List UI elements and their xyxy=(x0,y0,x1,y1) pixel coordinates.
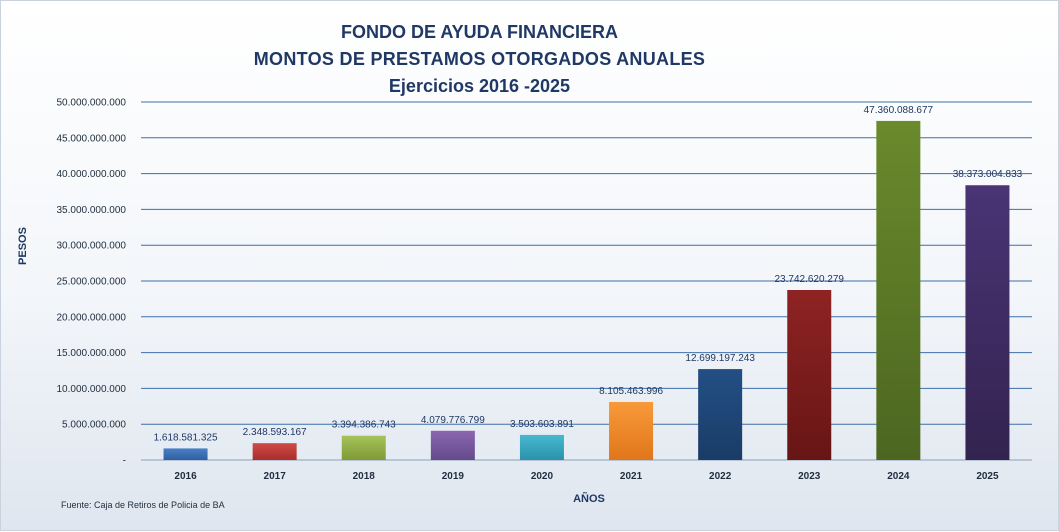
x-axis-ticks: 2016 2017 2018 2019 2020 2021 2022 2023 2024 2025 xyxy=(174,471,999,482)
data-label-2016: 1.618.581.325 xyxy=(154,432,218,443)
bar-2019 xyxy=(430,430,475,460)
bar-2021 xyxy=(609,401,654,460)
y-tick-label: 25.000.000.000 xyxy=(56,277,126,288)
y-tick-label: 20.000.000.000 xyxy=(56,312,126,323)
data-label-2021: 8.105.463.996 xyxy=(599,386,663,397)
y-axis-ticks: - 5.000.000.000 10.000.000.000 15.000.000.0… xyxy=(56,98,126,467)
bar-2024 xyxy=(876,120,921,460)
data-label-2025: 38.373.004.833 xyxy=(953,169,1023,180)
x-tick-label: 2023 xyxy=(798,471,821,482)
x-tick-label: 2021 xyxy=(620,471,643,482)
bar-2018 xyxy=(341,435,386,460)
bar-2023 xyxy=(787,290,832,460)
bar-2017 xyxy=(252,443,297,460)
chart-subtitle-years: Ejercicios 2016 -2025 xyxy=(388,76,571,96)
data-labels: 1.618.581.325 2.348.593.167 3.394.386.743 4… xyxy=(154,105,1023,444)
data-label-2022: 12.699.197.243 xyxy=(685,353,755,364)
x-tick-label: 2020 xyxy=(531,471,554,482)
y-tick-label: 10.000.000.000 xyxy=(56,384,126,395)
x-tick-label: 2022 xyxy=(709,471,732,482)
y-tick-label: 5.000.000.000 xyxy=(62,420,126,431)
data-label-2018: 3.394.386.743 xyxy=(332,420,396,431)
data-label-2024: 47.360.088.677 xyxy=(864,105,934,116)
bar-2016 xyxy=(163,448,208,460)
x-tick-label: 2024 xyxy=(887,471,910,482)
x-tick-label: 2017 xyxy=(264,471,287,482)
chart-subtitle: MONTOS DE PRESTAMOS OTORGADOS ANUALES xyxy=(253,49,706,69)
data-label-2023: 23.742.620.279 xyxy=(774,274,844,285)
x-tick-label: 2019 xyxy=(442,471,465,482)
chart-title: FONDO DE AYUDA FINANCIERA xyxy=(340,22,618,42)
y-tick-label: - xyxy=(123,456,126,467)
x-axis-title: AÑOS xyxy=(573,492,605,505)
data-label-2020: 3.503.603.891 xyxy=(510,419,574,430)
x-tick-label: 2016 xyxy=(174,471,197,482)
y-tick-label: 50.000.000.000 xyxy=(56,98,126,109)
x-tick-label: 2018 xyxy=(353,471,376,482)
source-note: Fuente: Caja de Retiros de Policia de BA xyxy=(61,500,225,510)
data-label-2017: 2.348.593.167 xyxy=(243,427,307,438)
bar-2022 xyxy=(698,369,743,460)
y-tick-label: 15.000.000.000 xyxy=(56,348,126,359)
bar-2020 xyxy=(519,434,564,460)
y-tick-label: 40.000.000.000 xyxy=(56,169,126,180)
chart-titles: FONDO DE AYUDA FINANCIERA MONTOS DE PRES… xyxy=(1,19,1058,100)
y-axis-title: PESOS xyxy=(17,227,29,265)
data-label-2019: 4.079.776.799 xyxy=(421,415,485,426)
x-tick-label: 2025 xyxy=(976,471,999,482)
bar-2025 xyxy=(965,185,1010,461)
bars xyxy=(163,120,1010,461)
y-tick-label: 35.000.000.000 xyxy=(56,205,126,216)
y-tick-label: 30.000.000.000 xyxy=(56,241,126,252)
y-tick-label: 45.000.000.000 xyxy=(56,133,126,144)
